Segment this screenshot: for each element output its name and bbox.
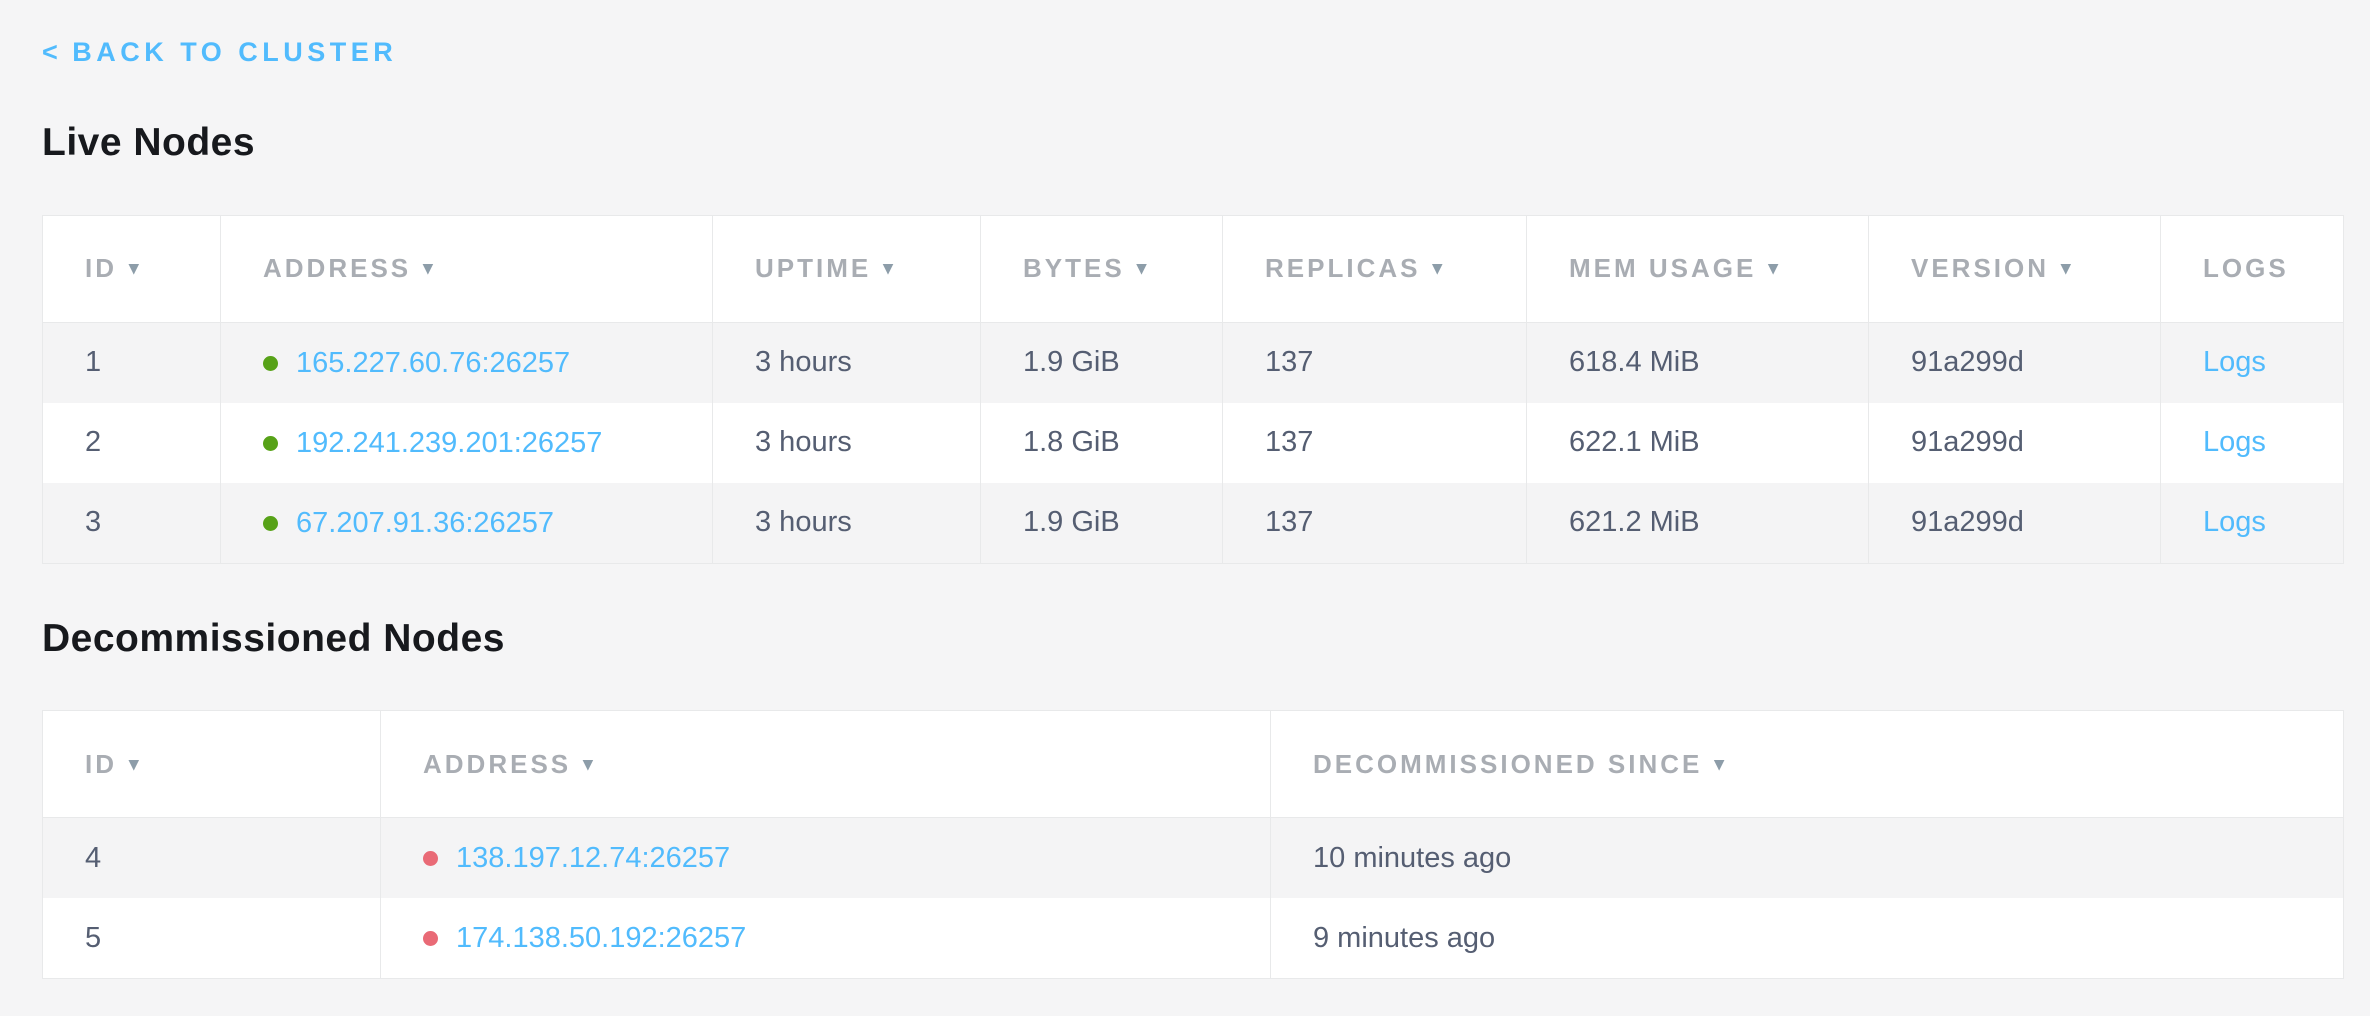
sort-arrow-icon: ▾ [1136, 258, 1150, 280]
column-header-mem-usage[interactable]: MEM USAGE ▾ [1526, 214, 1869, 323]
column-header-uptime[interactable]: UPTIME ▾ [712, 214, 981, 323]
sort-arrow-icon: ▾ [2061, 258, 2074, 280]
sort-arrow-icon: ▾ [423, 258, 436, 280]
back-chevron-icon: < [42, 37, 63, 67]
cell-bytes: 1.8 GiB [980, 402, 1223, 483]
cell-node-id: 5 [42, 898, 381, 979]
column-header-label: ID [85, 748, 117, 779]
cell-mem-usage: 621.2 MiB [1526, 482, 1869, 564]
back-to-cluster-link[interactable]: < BACK TO CLUSTER [42, 37, 398, 68]
logs-link[interactable]: Logs [2203, 426, 2266, 459]
cell-logs: Logs [2160, 322, 2344, 403]
live-nodes-table: ID ▾ ADDRESS ▾ UPTIME ▾ BYTES ▾ REPLICAS ▾ ME… [42, 214, 2344, 564]
sort-arrow-icon: ▾ [129, 753, 142, 775]
column-header-label: VERSION [1911, 253, 2050, 284]
cell-node-id: 1 [42, 322, 221, 403]
column-header-label: ID [85, 253, 117, 284]
sort-arrow-icon: ▾ [129, 258, 142, 280]
node-address-link[interactable]: 138.197.12.74:26257 [456, 842, 731, 875]
table-row: 3 67.207.91.36:26257 3 hours 1.9 GiB 137… [42, 482, 2344, 564]
cell-node-id: 2 [42, 402, 221, 483]
cell-bytes: 1.9 GiB [980, 482, 1223, 564]
cell-logs: Logs [2160, 482, 2344, 564]
column-header-version[interactable]: VERSION ▾ [1868, 214, 2161, 323]
cell-logs: Logs [2160, 402, 2344, 483]
cell-bytes: 1.9 GiB [980, 322, 1223, 403]
sort-arrow-icon: ▾ [583, 753, 596, 775]
cell-node-id: 4 [42, 817, 381, 899]
column-header-logs: LOGS [2160, 214, 2344, 323]
decommissioned-header-row: ID ▾ ADDRESS ▾ DECOMMISSIONED SINCE ▾ [42, 710, 2344, 819]
cell-decommissioned-since: 9 minutes ago [1270, 898, 2344, 979]
node-list-page: < BACK TO CLUSTER Live Nodes ID ▾ ADDRESS ▾… [42, 37, 2344, 980]
column-header-label: DECOMMISSIONED SINCE [1313, 748, 1703, 779]
cell-replicas: 137 [1222, 482, 1527, 564]
cell-decommissioned-since: 10 minutes ago [1270, 817, 2344, 899]
column-header-label: LOGS [2203, 253, 2289, 284]
table-row: 2 192.241.239.201:26257 3 hours 1.8 GiB … [42, 402, 2344, 483]
cell-uptime: 3 hours [712, 322, 981, 403]
column-header-label: ADDRESS [423, 748, 572, 779]
cell-version: 91a299d [1868, 482, 2161, 564]
live-nodes-header-row: ID ▾ ADDRESS ▾ UPTIME ▾ BYTES ▾ REPLICAS ▾ ME… [42, 214, 2344, 323]
column-header-decommissioned-since[interactable]: DECOMMISSIONED SINCE ▾ [1270, 710, 2344, 819]
decommissioned-status-icon [423, 851, 438, 867]
column-header-id[interactable]: ID ▾ [42, 214, 221, 323]
table-row: 4 138.197.12.74:26257 10 minutes ago [42, 817, 2344, 899]
cell-node-address: 67.207.91.36:26257 [220, 482, 713, 564]
decommissioned-nodes-table: ID ▾ ADDRESS ▾ DECOMMISSIONED SINCE ▾ 4 138… [42, 710, 2344, 980]
sort-arrow-icon: ▾ [883, 258, 896, 280]
node-address-link[interactable]: 165.227.60.76:26257 [296, 346, 571, 379]
table-row: 1 165.227.60.76:26257 3 hours 1.9 GiB 13… [42, 322, 2344, 403]
cell-version: 91a299d [1868, 402, 2161, 483]
cell-uptime: 3 hours [712, 402, 981, 483]
sort-arrow-icon: ▾ [1432, 258, 1446, 280]
cell-replicas: 137 [1222, 322, 1527, 403]
column-header-address[interactable]: ADDRESS ▾ [380, 710, 1271, 819]
live-nodes-title: Live Nodes [42, 120, 256, 164]
column-header-bytes[interactable]: BYTES ▾ [980, 214, 1223, 323]
cell-mem-usage: 618.4 MiB [1526, 322, 1869, 403]
live-status-icon [263, 515, 278, 531]
cell-node-address: 192.241.239.201:26257 [220, 402, 713, 483]
column-header-label: MEM USAGE [1569, 253, 1757, 284]
logs-link[interactable]: Logs [2203, 346, 2266, 379]
column-header-id[interactable]: ID ▾ [42, 710, 381, 819]
decommissioned-nodes-title: Decommissioned Nodes [42, 616, 505, 660]
node-address-link[interactable]: 174.138.50.192:26257 [456, 922, 747, 955]
cell-uptime: 3 hours [712, 482, 981, 564]
column-header-label: UPTIME [755, 253, 872, 284]
sort-arrow-icon: ▾ [1714, 753, 1727, 775]
cell-mem-usage: 622.1 MiB [1526, 402, 1869, 483]
node-address-link[interactable]: 67.207.91.36:26257 [296, 506, 555, 539]
back-to-cluster-label: BACK TO CLUSTER [72, 37, 398, 67]
live-status-icon [263, 435, 278, 451]
sort-arrow-icon: ▾ [1768, 258, 1781, 280]
logs-link[interactable]: Logs [2203, 506, 2266, 539]
node-address-link[interactable]: 192.241.239.201:26257 [296, 426, 603, 459]
column-header-address[interactable]: ADDRESS ▾ [220, 214, 713, 323]
live-status-icon [263, 355, 278, 371]
cell-version: 91a299d [1868, 322, 2161, 403]
cell-node-id: 3 [42, 482, 221, 564]
column-header-label: ADDRESS [263, 253, 412, 284]
column-header-label: BYTES [1023, 253, 1125, 284]
column-header-replicas[interactable]: REPLICAS ▾ [1222, 214, 1527, 323]
table-row: 5 174.138.50.192:26257 9 minutes ago [42, 898, 2344, 979]
decommissioned-status-icon [423, 931, 438, 947]
cell-replicas: 137 [1222, 402, 1527, 483]
column-header-label: REPLICAS [1265, 253, 1421, 284]
cell-node-address: 138.197.12.74:26257 [380, 817, 1271, 899]
cell-node-address: 165.227.60.76:26257 [220, 322, 713, 403]
cell-node-address: 174.138.50.192:26257 [380, 898, 1271, 979]
